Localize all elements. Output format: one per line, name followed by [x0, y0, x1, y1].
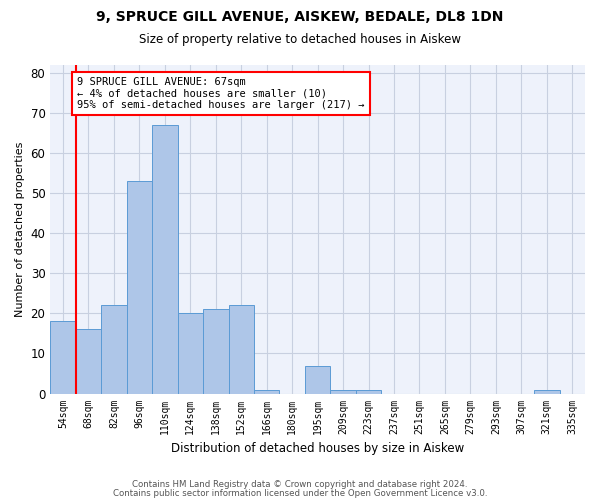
- Y-axis label: Number of detached properties: Number of detached properties: [15, 142, 25, 317]
- Bar: [76, 330, 101, 394]
- X-axis label: Distribution of detached houses by size in Aiskew: Distribution of detached houses by size …: [171, 442, 464, 455]
- Bar: [50, 322, 76, 394]
- Bar: [229, 306, 254, 394]
- Bar: [127, 181, 152, 394]
- Bar: [534, 390, 560, 394]
- Bar: [331, 390, 356, 394]
- Text: Contains HM Land Registry data © Crown copyright and database right 2024.: Contains HM Land Registry data © Crown c…: [132, 480, 468, 489]
- Bar: [152, 125, 178, 394]
- Bar: [356, 390, 382, 394]
- Text: 9, SPRUCE GILL AVENUE, AISKEW, BEDALE, DL8 1DN: 9, SPRUCE GILL AVENUE, AISKEW, BEDALE, D…: [97, 10, 503, 24]
- Bar: [178, 314, 203, 394]
- Bar: [254, 390, 280, 394]
- Text: 9 SPRUCE GILL AVENUE: 67sqm
← 4% of detached houses are smaller (10)
95% of semi: 9 SPRUCE GILL AVENUE: 67sqm ← 4% of deta…: [77, 77, 365, 110]
- Text: Size of property relative to detached houses in Aiskew: Size of property relative to detached ho…: [139, 32, 461, 46]
- Bar: [305, 366, 331, 394]
- Text: Contains public sector information licensed under the Open Government Licence v3: Contains public sector information licen…: [113, 489, 487, 498]
- Bar: [101, 306, 127, 394]
- Bar: [203, 310, 229, 394]
